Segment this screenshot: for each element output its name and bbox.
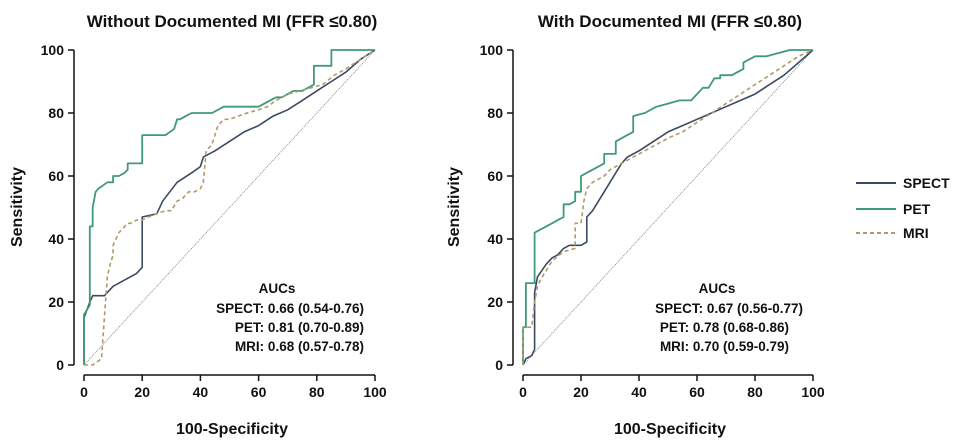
x-tick-label: 20 (573, 384, 589, 400)
x-tick-label: 40 (193, 384, 209, 400)
y-tick-label: 100 (480, 42, 504, 58)
series-line-spect (522, 49, 814, 366)
reference-diagonal (522, 49, 814, 366)
y-tick-label: 80 (487, 105, 503, 121)
x-tick-label: 60 (689, 384, 705, 400)
auc-pet: PET: 0.78 (0.68-0.86) (660, 320, 789, 335)
reference-diagonal (83, 49, 376, 366)
x-tick-label: 80 (747, 384, 763, 400)
y-tick-label: 40 (487, 231, 503, 247)
y-tick-label: 0 (56, 357, 64, 373)
series-line-mri (84, 49, 376, 366)
series-line-mri (522, 49, 814, 365)
auc-title: AUCs (699, 281, 736, 296)
x-tick-label: 40 (631, 384, 647, 400)
y-tick-label: 100 (41, 42, 65, 58)
x-tick-label: 100 (363, 384, 387, 400)
auc-title: AUCs (259, 281, 296, 296)
plot-area: 0 20 40 60 80 100 0 20 40 60 80 100 (41, 42, 387, 400)
x-axis-label: 100-Specificity (176, 421, 288, 438)
y-tick-label: 0 (495, 357, 503, 373)
legend-label-mri: MRI (903, 225, 929, 241)
x-tick-label: 0 (519, 384, 527, 400)
y-axis-label: Sensitivity (446, 167, 463, 247)
legend-label-spect: SPECT (903, 175, 950, 191)
x-tick-label: 60 (251, 384, 267, 400)
auc-mri: MRI: 0.68 (0.57-0.78) (235, 339, 364, 354)
auc-spect: SPECT: 0.66 (0.54-0.76) (216, 301, 364, 316)
series-line-pet (522, 49, 813, 365)
chart-panel-without-mi: Without Documented MI (FFR ≤0.80) Sensit… (9, 12, 387, 438)
y-tick-label: 20 (48, 294, 64, 310)
series-line-spect (83, 49, 376, 365)
chart-title: With Documented MI (FFR ≤0.80) (538, 12, 802, 31)
chart-title: Without Documented MI (FFR ≤0.80) (87, 12, 378, 31)
x-tick-label: 80 (309, 384, 325, 400)
plot-area: 0 20 40 60 80 100 0 20 40 60 80 100 (480, 42, 825, 400)
y-axis-label: Sensitivity (9, 167, 26, 247)
y-tick-label: 60 (48, 168, 64, 184)
y-tick-label: 20 (487, 294, 503, 310)
auc-spect: SPECT: 0.67 (0.56-0.77) (655, 301, 803, 316)
auc-pet: PET: 0.81 (0.70-0.89) (235, 320, 364, 335)
y-tick-label: 80 (48, 105, 64, 121)
x-axis-label: 100-Specificity (614, 421, 726, 438)
x-tick-label: 0 (80, 384, 88, 400)
legend: SPECT PET MRI (856, 175, 950, 241)
chart-panel-with-mi: With Documented MI (FFR ≤0.80) Sensitivi… (446, 12, 825, 438)
y-tick-label: 60 (487, 168, 503, 184)
legend-label-pet: PET (903, 201, 931, 217)
auc-mri: MRI: 0.70 (0.59-0.79) (660, 339, 789, 354)
y-tick-label: 40 (48, 231, 64, 247)
x-tick-label: 100 (801, 384, 825, 400)
x-tick-label: 20 (134, 384, 150, 400)
